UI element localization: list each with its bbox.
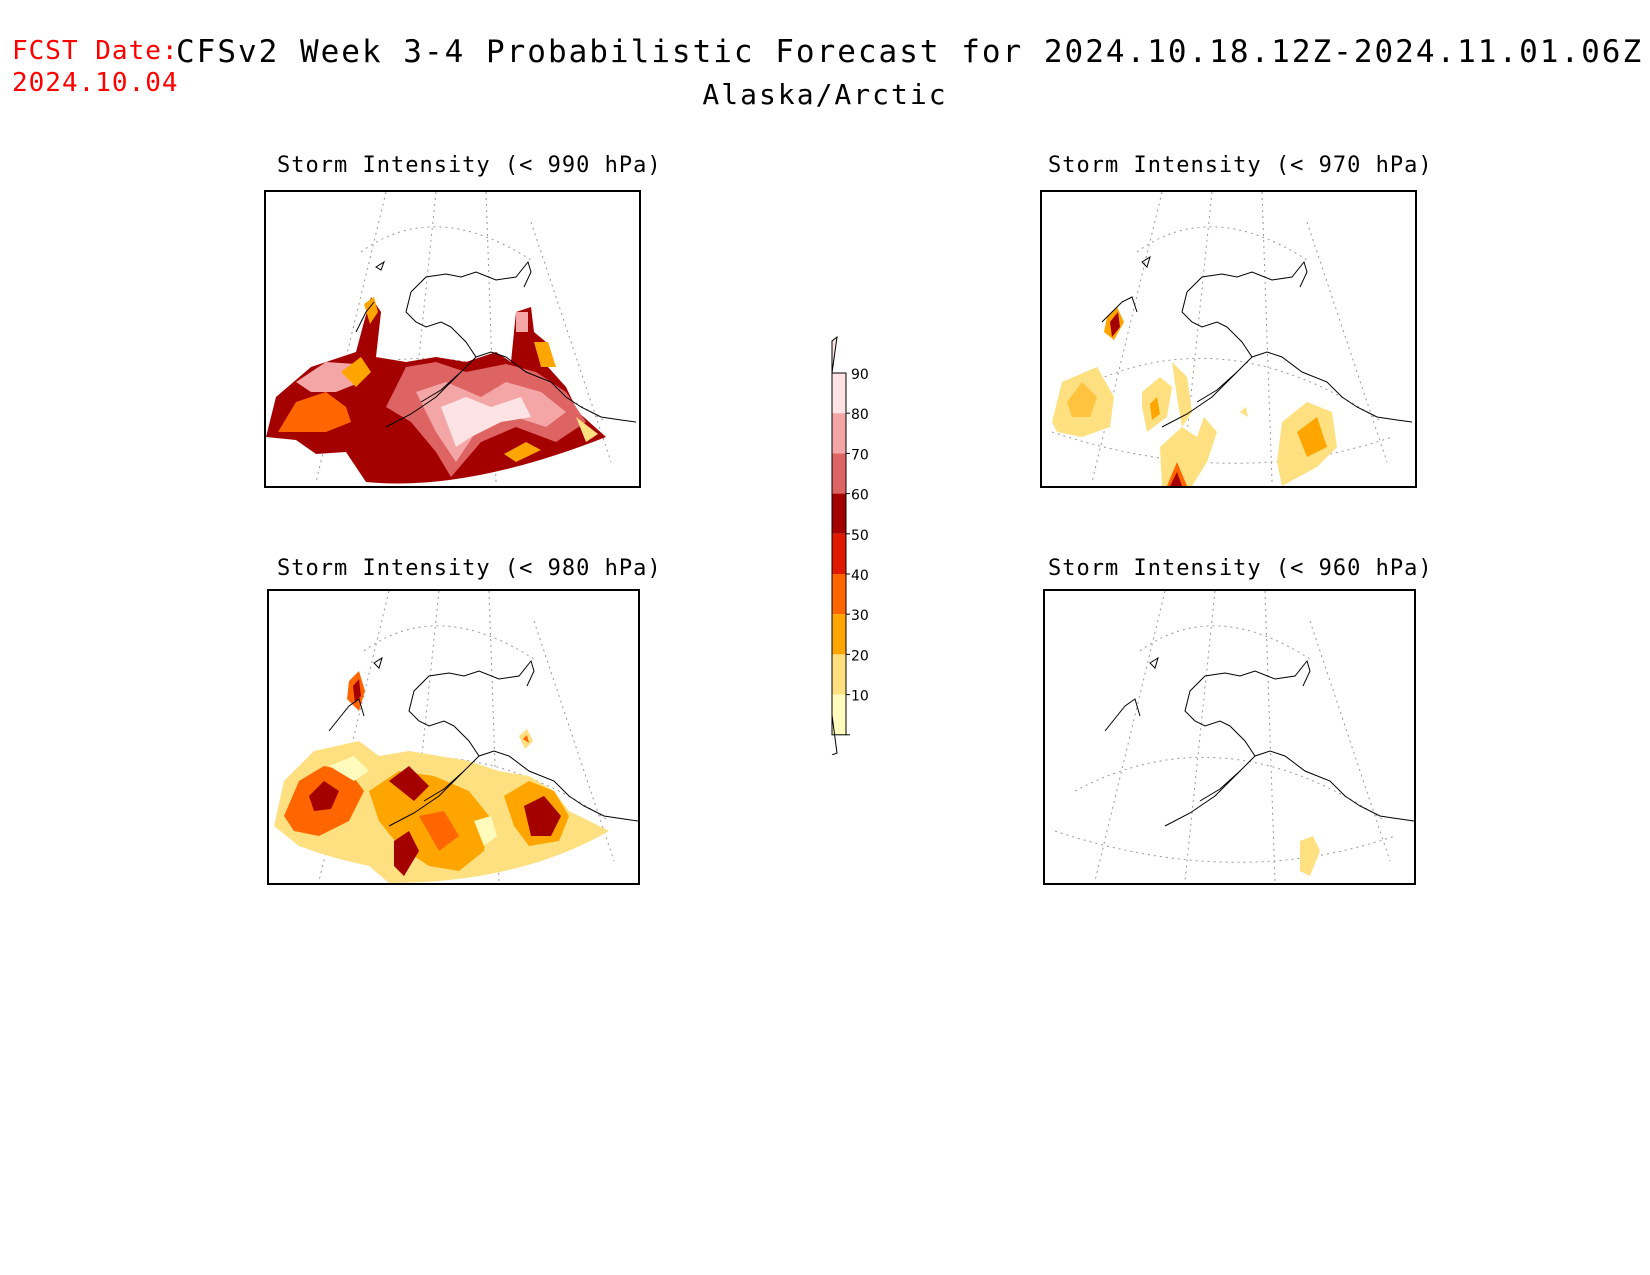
panel-960-title: Storm Intensity (< 960 hPa) — [1048, 556, 1433, 581]
colorbar-label: 60 — [851, 488, 869, 504]
graticule — [1054, 591, 1396, 882]
colorbar-label: 10 — [851, 689, 869, 705]
colorbar-label: 70 — [851, 447, 869, 463]
colorbar-swatch — [832, 373, 846, 414]
colorbar-top-arrow — [831, 335, 838, 374]
colorbar-bottom-arrow — [831, 714, 838, 755]
graticule — [1051, 192, 1393, 483]
map-panel-990 — [264, 190, 641, 488]
colorbar-swatches — [831, 372, 847, 736]
map-990-svg — [266, 192, 637, 484]
page-title: CFSv2 Week 3-4 Probabilistic Forecast fo… — [176, 34, 1644, 70]
coastline — [1101, 255, 1413, 428]
map-panel-970 — [1040, 190, 1417, 488]
region-subtitle: Alaska/Arctic — [702, 78, 948, 111]
map-panel-980 — [267, 589, 640, 885]
colorbar-labels: 90 80 70 60 50 40 30 20 10 — [846, 367, 869, 736]
probability-field — [274, 671, 609, 883]
colorbar-swatch — [832, 694, 846, 735]
probability-field — [266, 297, 606, 484]
coastline — [1104, 656, 1414, 827]
panel-990-title: Storm Intensity (< 990 hPa) — [277, 153, 662, 178]
colorbar-label: 20 — [851, 648, 869, 664]
fcst-date-value: 2024.10.04 — [12, 68, 179, 98]
panel-970-title: Storm Intensity (< 970 hPa) — [1048, 153, 1433, 178]
coastline — [355, 260, 637, 428]
panel-980-title: Storm Intensity (< 980 hPa) — [277, 556, 662, 581]
fcst-date-label: FCST Date: — [12, 36, 179, 66]
colorbar-outline — [831, 372, 847, 736]
map-960-svg — [1054, 591, 1414, 882]
colorbar-label: 80 — [851, 407, 869, 423]
map-980-svg — [274, 591, 638, 883]
colorbar-swatch — [832, 614, 846, 655]
colorbar-swatch — [832, 533, 846, 574]
map-970-svg — [1051, 192, 1413, 486]
colorbar-label: 40 — [851, 568, 869, 584]
coastline — [328, 656, 638, 827]
colorbar-label: 90 — [851, 367, 869, 383]
colorbar-swatch — [832, 654, 846, 695]
colorbar-swatch — [832, 574, 846, 615]
colorbar-swatch — [832, 413, 846, 454]
probability-field — [1052, 307, 1337, 486]
colorbar-swatch — [832, 453, 846, 494]
colorbar-label: 50 — [851, 528, 869, 544]
colorbar-swatch — [832, 493, 846, 534]
colorbar: 90 80 70 60 50 40 30 20 10 — [831, 335, 869, 755]
colorbar-label: 30 — [851, 608, 869, 624]
map-panel-960 — [1043, 589, 1416, 885]
probability-field — [1300, 836, 1320, 876]
